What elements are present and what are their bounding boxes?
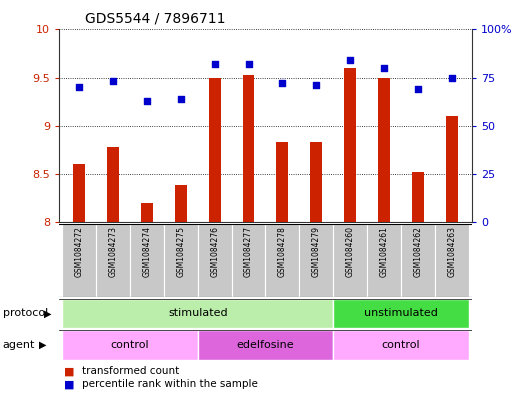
Point <box>177 95 185 102</box>
Bar <box>198 330 333 360</box>
Text: GSM1084274: GSM1084274 <box>143 226 151 277</box>
Bar <box>310 142 322 222</box>
Point <box>346 57 354 63</box>
Text: GSM1084263: GSM1084263 <box>447 226 456 277</box>
Point <box>447 74 456 81</box>
Bar <box>232 224 266 297</box>
Text: GSM1084278: GSM1084278 <box>278 226 287 277</box>
Point <box>380 65 388 71</box>
Bar <box>333 330 468 360</box>
Bar <box>73 164 85 222</box>
Bar <box>446 116 458 222</box>
Text: GSM1084260: GSM1084260 <box>346 226 354 277</box>
Text: GSM1084279: GSM1084279 <box>312 226 321 277</box>
Text: percentile rank within the sample: percentile rank within the sample <box>82 379 258 389</box>
Point <box>278 80 286 86</box>
Bar <box>344 68 356 222</box>
Bar <box>130 224 164 297</box>
Bar <box>175 185 187 222</box>
Bar <box>277 142 288 222</box>
Point <box>312 82 320 88</box>
Bar <box>333 224 367 297</box>
Bar <box>412 172 424 222</box>
Bar <box>107 147 119 222</box>
Text: ▶: ▶ <box>44 309 51 318</box>
Text: protocol: protocol <box>3 309 48 318</box>
Point <box>109 78 117 84</box>
Text: GSM1084275: GSM1084275 <box>176 226 185 277</box>
Text: edelfosine: edelfosine <box>236 340 294 350</box>
Text: GSM1084273: GSM1084273 <box>109 226 117 277</box>
Text: transformed count: transformed count <box>82 366 180 376</box>
Text: GSM1084276: GSM1084276 <box>210 226 219 277</box>
Bar <box>378 77 390 222</box>
Point <box>75 84 84 90</box>
Bar <box>96 224 130 297</box>
Bar <box>435 224 468 297</box>
Point <box>413 86 422 92</box>
Bar <box>333 299 468 328</box>
Text: GDS5544 / 7896711: GDS5544 / 7896711 <box>85 12 225 26</box>
Bar <box>243 75 254 222</box>
Bar <box>63 299 333 328</box>
Text: GSM1084262: GSM1084262 <box>413 226 422 277</box>
Point <box>245 61 253 67</box>
Text: stimulated: stimulated <box>168 309 228 318</box>
Bar <box>401 224 435 297</box>
Text: GSM1084261: GSM1084261 <box>380 226 388 277</box>
Text: ■: ■ <box>64 379 74 389</box>
Text: GSM1084272: GSM1084272 <box>75 226 84 277</box>
Bar <box>63 330 198 360</box>
Bar <box>164 224 198 297</box>
Text: control: control <box>111 340 149 350</box>
Text: ▶: ▶ <box>38 340 46 350</box>
Point <box>143 97 151 104</box>
Bar <box>299 224 333 297</box>
Bar <box>63 224 96 297</box>
Text: ■: ■ <box>64 366 74 376</box>
Bar <box>367 224 401 297</box>
Point <box>211 61 219 67</box>
Bar <box>266 224 299 297</box>
Text: agent: agent <box>3 340 35 350</box>
Text: control: control <box>382 340 420 350</box>
Bar <box>198 224 232 297</box>
Text: unstimulated: unstimulated <box>364 309 438 318</box>
Text: GSM1084277: GSM1084277 <box>244 226 253 277</box>
Bar <box>209 77 221 222</box>
Bar <box>141 203 153 222</box>
